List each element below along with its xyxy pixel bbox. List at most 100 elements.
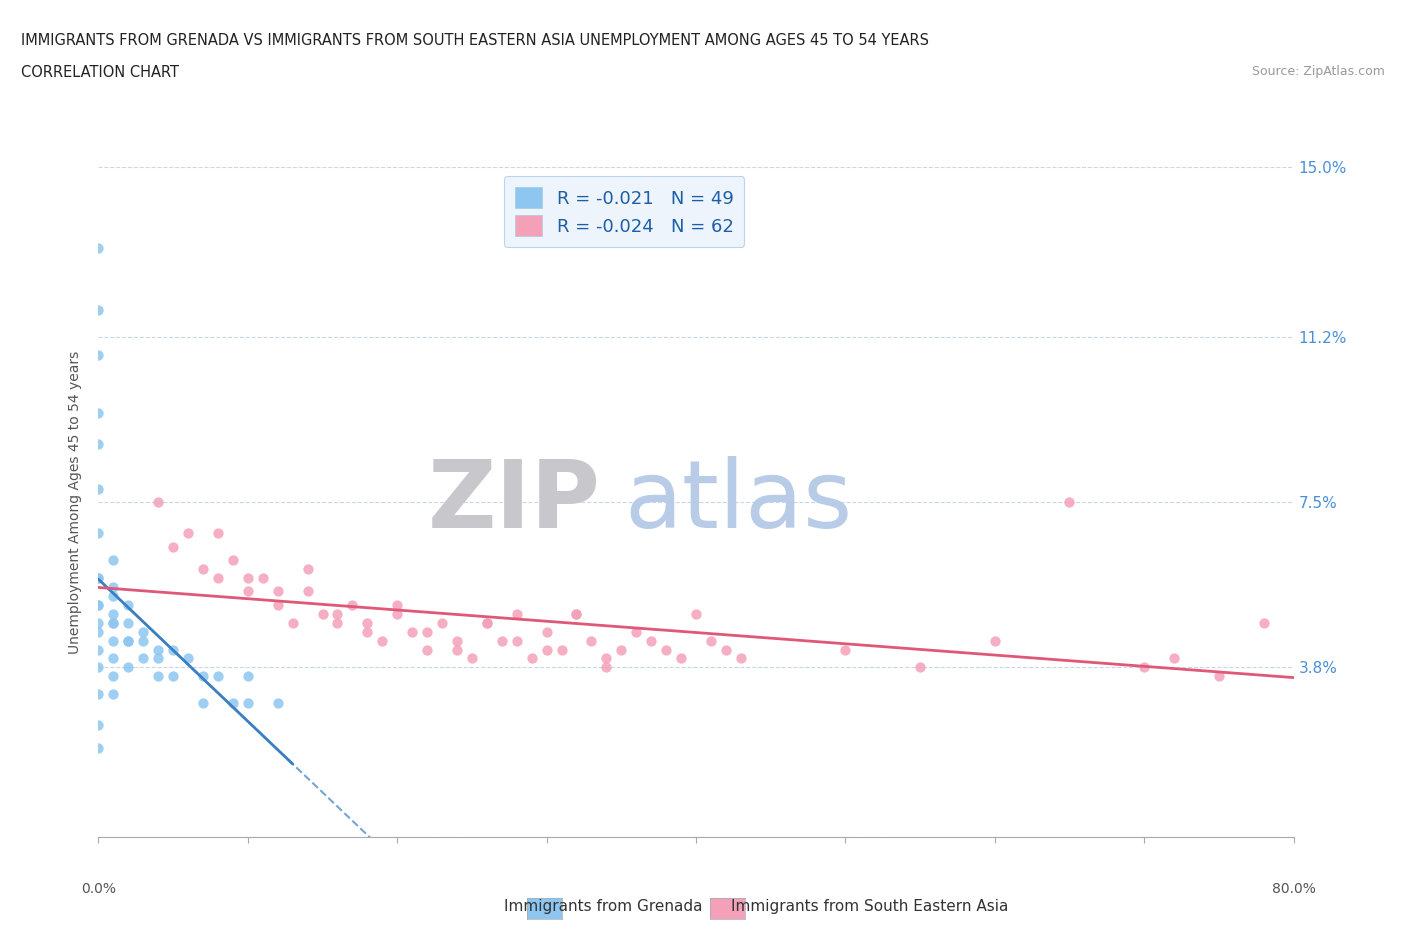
Point bbox=[87, 660, 110, 675]
Text: Immigrants from Grenada: Immigrants from Grenada bbox=[505, 899, 703, 914]
Point bbox=[520, 651, 543, 666]
Point bbox=[252, 571, 274, 586]
Point bbox=[342, 597, 364, 612]
Point bbox=[626, 624, 648, 639]
Point bbox=[385, 597, 409, 612]
Point bbox=[326, 616, 349, 631]
Point bbox=[103, 633, 125, 648]
Text: CORRELATION CHART: CORRELATION CHART bbox=[21, 65, 179, 80]
Point bbox=[595, 651, 617, 666]
Point bbox=[103, 606, 125, 621]
Point bbox=[103, 589, 125, 604]
Point bbox=[103, 686, 125, 701]
Point bbox=[595, 660, 617, 675]
Point bbox=[714, 642, 737, 657]
Text: Source: ZipAtlas.com: Source: ZipAtlas.com bbox=[1251, 65, 1385, 78]
Point bbox=[491, 633, 513, 648]
Point bbox=[236, 696, 259, 711]
Point bbox=[191, 669, 214, 684]
Point bbox=[610, 642, 633, 657]
Point bbox=[669, 651, 692, 666]
Point bbox=[565, 606, 588, 621]
Point bbox=[700, 633, 723, 648]
Point bbox=[87, 642, 110, 657]
Text: ZIP: ZIP bbox=[427, 457, 600, 548]
Point bbox=[506, 606, 529, 621]
Point bbox=[87, 482, 110, 497]
Point bbox=[103, 552, 125, 567]
Point bbox=[267, 696, 290, 711]
Point bbox=[267, 597, 290, 612]
Point bbox=[1163, 651, 1185, 666]
Point bbox=[356, 616, 378, 631]
Point bbox=[207, 669, 229, 684]
Point bbox=[103, 616, 125, 631]
Point bbox=[117, 633, 139, 648]
Point bbox=[655, 642, 678, 657]
Point bbox=[311, 606, 333, 621]
Point bbox=[430, 616, 453, 631]
Text: 0.0%: 0.0% bbox=[82, 882, 115, 896]
Point bbox=[267, 584, 290, 599]
Point bbox=[446, 633, 468, 648]
Legend: R = -0.021   N = 49, R = -0.024   N = 62: R = -0.021 N = 49, R = -0.024 N = 62 bbox=[505, 177, 744, 247]
Point bbox=[236, 669, 259, 684]
Point bbox=[297, 584, 319, 599]
Point bbox=[371, 633, 394, 648]
Point bbox=[236, 584, 259, 599]
Point bbox=[1253, 616, 1275, 631]
Point bbox=[416, 642, 439, 657]
Point bbox=[550, 642, 572, 657]
Point bbox=[117, 660, 139, 675]
Point bbox=[356, 624, 378, 639]
Point bbox=[132, 651, 155, 666]
Point bbox=[117, 633, 139, 648]
Point bbox=[177, 526, 200, 541]
Point bbox=[103, 616, 125, 631]
Text: Immigrants from South Eastern Asia: Immigrants from South Eastern Asia bbox=[731, 899, 1008, 914]
Point bbox=[446, 642, 468, 657]
Point bbox=[117, 597, 139, 612]
Point bbox=[475, 616, 498, 631]
Point bbox=[191, 696, 214, 711]
Point bbox=[87, 624, 110, 639]
Point bbox=[87, 616, 110, 631]
Point bbox=[87, 437, 110, 452]
Point bbox=[222, 696, 245, 711]
Point bbox=[148, 495, 170, 510]
Point bbox=[87, 597, 110, 612]
Point bbox=[207, 571, 229, 586]
Point bbox=[536, 624, 558, 639]
Point bbox=[565, 606, 588, 621]
Point bbox=[162, 669, 184, 684]
Point bbox=[326, 606, 349, 621]
Point bbox=[103, 579, 125, 594]
Point bbox=[1208, 669, 1230, 684]
Point bbox=[297, 562, 319, 577]
Point bbox=[908, 660, 931, 675]
Text: 80.0%: 80.0% bbox=[1271, 882, 1316, 896]
Point bbox=[162, 642, 184, 657]
Point bbox=[132, 624, 155, 639]
Point bbox=[148, 651, 170, 666]
Point bbox=[461, 651, 484, 666]
Point bbox=[162, 539, 184, 554]
Point bbox=[117, 616, 139, 631]
Point bbox=[87, 718, 110, 733]
Point bbox=[87, 405, 110, 420]
Point bbox=[581, 633, 603, 648]
Text: IMMIGRANTS FROM GRENADA VS IMMIGRANTS FROM SOUTH EASTERN ASIA UNEMPLOYMENT AMONG: IMMIGRANTS FROM GRENADA VS IMMIGRANTS FR… bbox=[21, 33, 929, 47]
Point bbox=[148, 669, 170, 684]
Point bbox=[236, 571, 259, 586]
Point bbox=[222, 552, 245, 567]
Point bbox=[87, 571, 110, 586]
Point bbox=[132, 633, 155, 648]
Point bbox=[87, 303, 110, 318]
Point bbox=[207, 526, 229, 541]
Point bbox=[416, 624, 439, 639]
Point bbox=[385, 606, 409, 621]
Point bbox=[401, 624, 423, 639]
Point bbox=[834, 642, 856, 657]
Point bbox=[87, 571, 110, 586]
Point bbox=[87, 240, 110, 255]
